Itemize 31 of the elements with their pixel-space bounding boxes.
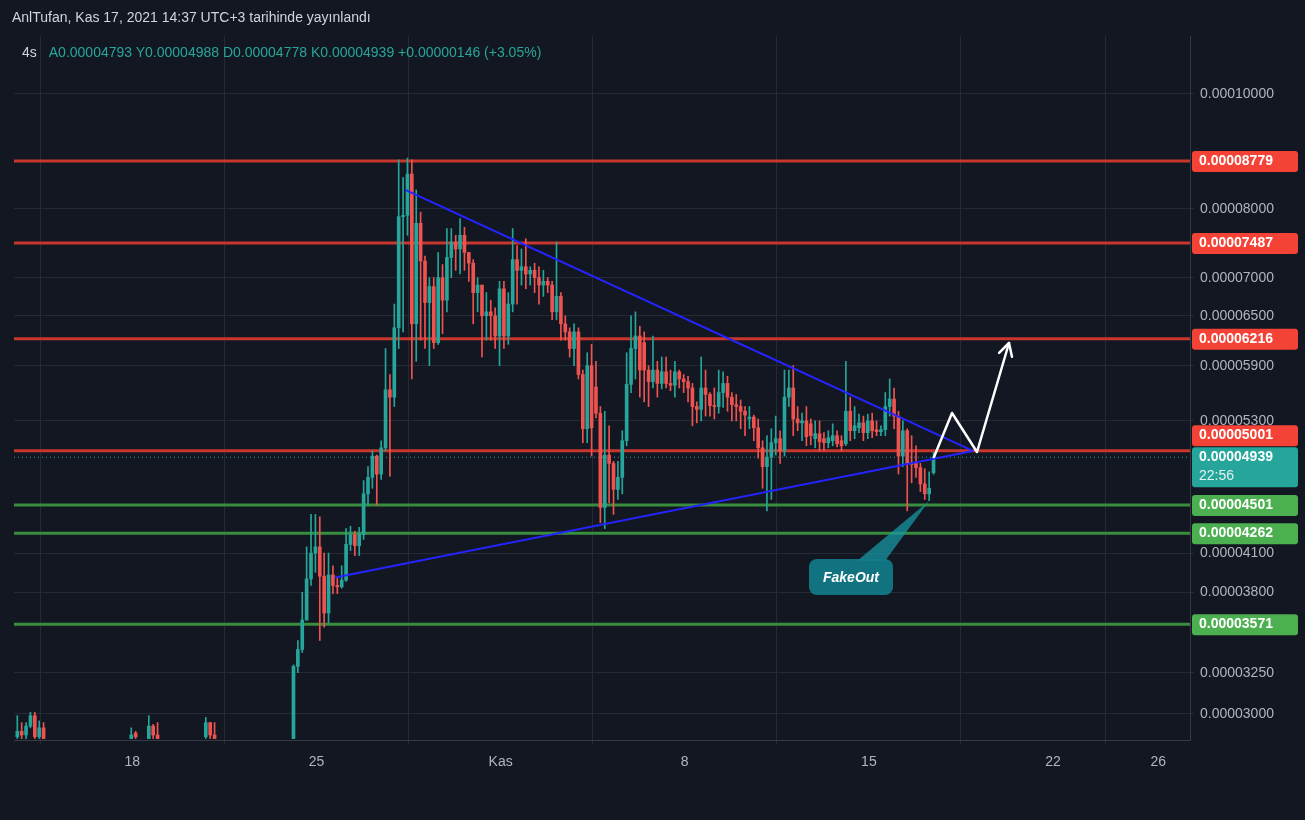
y-tick-label: 0.00003000: [1200, 704, 1275, 721]
y-tick-label: 0.00006500: [1200, 306, 1275, 323]
speech-bubble: FakeOut: [809, 500, 932, 595]
y-tick-label: 0.00005300: [1200, 411, 1275, 428]
text: 4s: [22, 43, 37, 60]
ref-line-label: 0.00007487: [1199, 233, 1274, 250]
y-tick-label: 0.00003800: [1200, 583, 1275, 600]
text: AnlTufan, Kas 17, 2021 14:37 UTC+3 tarihinde yayınlandı: [12, 8, 371, 25]
ref-line-label: 0.00005001: [1199, 426, 1274, 443]
x-tick-label: Kas: [488, 753, 513, 770]
x-tick-label: 25: [308, 753, 325, 770]
x-tick-label: 22: [1045, 753, 1061, 770]
x-tick-label: 26: [1150, 753, 1167, 770]
annotation: FakeOut: [823, 568, 881, 585]
ref-line-label: 0.00006216: [1199, 329, 1274, 346]
y-tick-label: 0.00003250: [1200, 663, 1275, 680]
text: A0.00004793 Y0.00004988 D0.00004778 K0.00004939 +0.00000146 (+3.05%): [48, 43, 542, 60]
y-tick-label: 0.00008000: [1200, 199, 1275, 216]
x-tick-label: 8: [680, 753, 689, 770]
x-tick-label: 18: [124, 753, 141, 770]
y-tick-label: 0.00010000: [1200, 84, 1275, 101]
y-tick-label: 0.00007000: [1200, 268, 1275, 285]
y-tick-label: 0.00005900: [1200, 356, 1275, 373]
ref-line-label: 0.00008779: [1199, 151, 1274, 168]
ref-line-label: 0.00004262: [1199, 524, 1274, 540]
ref-line-label: 0.00004939: [1199, 448, 1274, 465]
ref-line-label: 0.00004501: [1199, 495, 1274, 512]
ref-line-label: 0.00003571: [1199, 615, 1274, 632]
y-tick-label: 0.00004100: [1200, 543, 1275, 560]
text: 22:56: [1199, 467, 1235, 484]
x-tick-label: 15: [861, 753, 877, 770]
